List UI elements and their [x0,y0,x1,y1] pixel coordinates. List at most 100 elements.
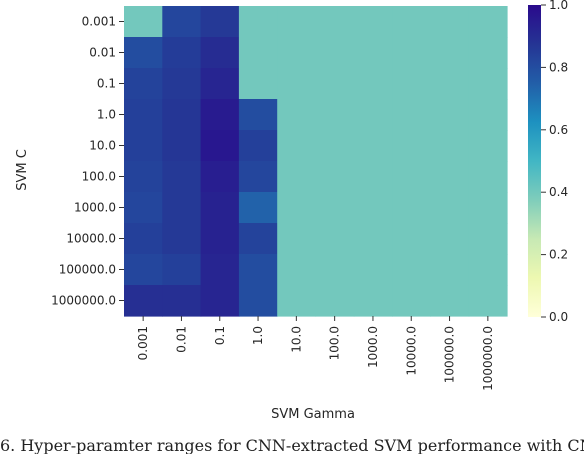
heatmap-cell [353,37,393,69]
x-tick-label: 100.0 [328,326,342,360]
heatmap-cell [238,254,278,286]
x-axis-ticks: 0.001 0.01 0.1 1.0 10.0 100.0 1000.0 10000.0 100… [136,316,495,391]
heatmap-cell [430,130,470,162]
heatmap-cell [392,223,431,255]
heatmap-cell [392,6,431,38]
heatmap-cell [277,130,317,162]
heatmap-cell [392,161,431,193]
heatmap-cell [430,192,470,224]
colorbar-ticks: 0.0 0.2 0.4 0.6 0.8 1.0 [541,0,568,324]
heatmap-cell [162,285,202,317]
heatmap-cell [315,285,355,317]
y-tick-label: 0.01 [89,46,116,60]
heatmap-cell [124,99,163,131]
heatmap-cell [353,254,393,286]
colorbar [528,5,541,317]
heatmap-cell [468,161,508,193]
heatmap-cell [315,192,355,224]
y-tick-label: 0.1 [97,77,116,91]
heatmap-cell [238,6,278,38]
heatmap-cell [124,68,163,100]
heatmap-cell [238,223,278,255]
y-tick-label: 100.0 [82,170,116,184]
heatmap-cell [468,285,508,317]
heatmap-cell [315,223,355,255]
heatmap-cell [392,99,431,131]
heatmap-cell [238,161,278,193]
heatmap-cells [124,6,508,317]
colorbar-tick-label: 0.4 [549,185,568,199]
heatmap-cell [277,192,317,224]
x-tick-label: 1000000.0 [481,326,495,391]
heatmap-cell [353,6,393,38]
x-tick-label: 10.0 [289,326,303,353]
heatmap-cell [277,161,317,193]
colorbar-tick-label: 1.0 [549,0,568,12]
heatmap-cell [468,192,508,224]
heatmap-cell [162,68,202,100]
heatmap-cell [277,254,317,286]
heatmap-cell [468,37,508,69]
heatmap-cell [315,99,355,131]
heatmap-cell [353,192,393,224]
heatmap-cell [277,6,317,38]
heatmap-cell [430,6,470,38]
x-axis-label: SVM Gamma [271,407,355,422]
heatmap-cell [162,99,202,131]
y-tick-label: 1000000.0 [51,294,116,308]
heatmap-cell [392,192,431,224]
heatmap-cell [353,223,393,255]
heatmap-cell [315,68,355,100]
heatmap-cell [430,37,470,69]
heatmap-cell [392,285,431,317]
heatmap-cell [200,37,240,69]
heatmap-cell [200,68,240,100]
heatmap-cell [315,6,355,38]
colorbar-tick-label: 0.0 [549,310,568,324]
heatmap-cell [315,37,355,69]
heatmap-cell [315,254,355,286]
heatmap-cell [238,285,278,317]
heatmap-cell [200,6,240,38]
heatmap-cell [468,223,508,255]
heatmap-cell [238,99,278,131]
x-tick-label: 10000.0 [404,326,418,376]
y-tick-label: 1000.0 [74,201,116,215]
heatmap-cell [162,254,202,286]
y-axis-ticks: 0.001 0.01 0.1 1.0 10.0 100.0 1000.0 10000.0 100… [51,15,124,308]
heatmap-cell [430,161,470,193]
heatmap-cell [430,254,470,286]
heatmap-cell [430,223,470,255]
heatmap-cell [162,6,202,38]
y-tick-label: 1.0 [97,108,116,122]
figure-caption: 6. Hyper-paramter ranges for CNN-extract… [0,436,584,454]
y-axis-label: SVM C [15,149,30,191]
heatmap-cell [468,68,508,100]
heatmap-cell [162,192,202,224]
heatmap-cell [468,6,508,38]
heatmap-cell [124,130,163,162]
heatmap-cell [238,130,278,162]
heatmap-cell [353,99,393,131]
heatmap-cell [392,68,431,100]
heatmap-figure: 0.001 0.01 0.1 1.0 10.0 100.0 1000.0 10000.0 100… [15,0,568,422]
y-tick-label: 10.0 [89,139,116,153]
heatmap-cell [353,285,393,317]
y-tick-label: 100000.0 [59,263,116,277]
heatmap-cell [392,37,431,69]
heatmap-cell [162,223,202,255]
heatmap-cell [200,99,240,131]
colorbar-tick-label: 0.8 [549,60,568,74]
colorbar-tick-label: 0.2 [549,248,568,262]
heatmap-cell [353,130,393,162]
heatmap-cell [315,161,355,193]
heatmap-cell [200,192,240,224]
heatmap-cell [200,161,240,193]
heatmap-cell [468,254,508,286]
x-tick-label: 1.0 [251,326,265,345]
heatmap-cell [277,223,317,255]
heatmap-cell [162,130,202,162]
heatmap-cell [277,99,317,131]
heatmap-cell [200,130,240,162]
heatmap-cell [277,37,317,69]
